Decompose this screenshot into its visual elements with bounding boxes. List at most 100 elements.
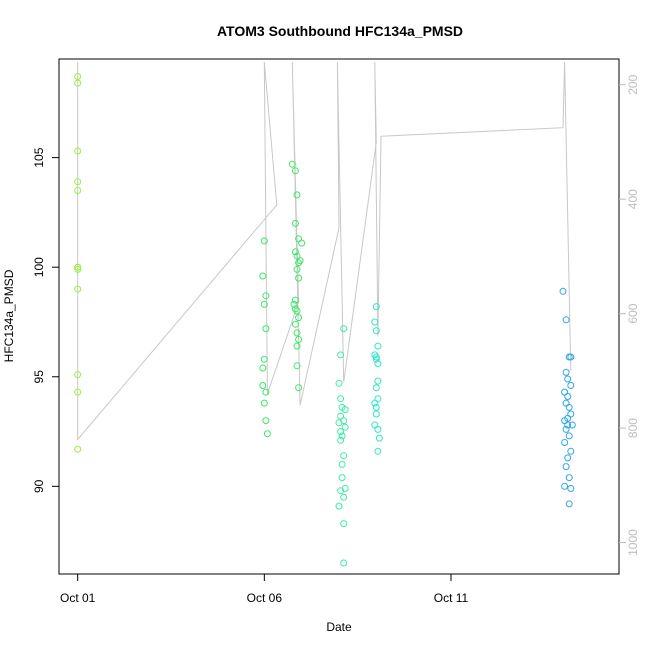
data-point: [375, 434, 383, 442]
x-tick-label: Oct 01: [60, 591, 96, 605]
data-point: [559, 287, 567, 295]
data-point: [371, 318, 379, 326]
data-point: [562, 316, 570, 324]
data-point: [340, 520, 348, 528]
x-axis: Oct 01 Oct 06 Oct 11: [60, 573, 469, 605]
altitude-trace-line: [77, 61, 572, 441]
y-axis-label: HFC134a_PMSD: [2, 269, 16, 362]
data-point: [260, 399, 268, 407]
data-point: [74, 79, 82, 87]
data-point: [567, 353, 575, 361]
data-point: [293, 265, 301, 273]
data-point: [374, 447, 382, 455]
data-point: [262, 292, 270, 300]
data-point: [260, 355, 268, 363]
data-point: [372, 303, 380, 311]
data-point: [260, 300, 268, 308]
data-point: [374, 377, 382, 385]
data-point: [340, 325, 348, 333]
data-point: [564, 421, 572, 429]
data-point: [291, 320, 299, 328]
data-point: [338, 474, 346, 482]
data-point: [340, 493, 348, 501]
data-point: [341, 423, 349, 431]
points-layer: [74, 73, 576, 567]
data-point: [564, 375, 572, 383]
data-point: [291, 296, 299, 304]
y-tick-label: 95: [32, 370, 46, 384]
data-point: [337, 351, 345, 359]
data-point: [340, 417, 348, 425]
data-point: [293, 307, 301, 315]
data-point: [74, 73, 82, 80]
data-point: [372, 384, 380, 392]
data-point: [262, 388, 270, 396]
y2-tick-label: 200: [626, 74, 640, 94]
data-point: [561, 439, 569, 446]
data-point: [564, 393, 572, 400]
y2-tick-label: 800: [626, 418, 640, 438]
data-point: [340, 452, 348, 460]
y-tick-label: 90: [32, 479, 46, 493]
y2-tick-label: 600: [626, 303, 640, 323]
y-tick-label: 105: [32, 147, 46, 167]
data-point: [564, 454, 572, 462]
x-axis-label: Date: [326, 620, 352, 634]
data-point: [74, 265, 82, 273]
y-axis: 90 95 100 105: [32, 147, 59, 493]
data-point: [288, 160, 296, 168]
data-point: [291, 248, 299, 256]
data-point: [567, 447, 575, 455]
data-point: [74, 388, 82, 396]
y2-axis: 200 400 600 800 1000: [619, 74, 640, 556]
chart-title: ATOM3 Southbound HFC134a_PMSD: [217, 23, 463, 39]
data-point: [260, 237, 268, 245]
data-point: [74, 178, 82, 186]
data-point: [293, 342, 301, 350]
data-point: [291, 305, 299, 313]
data-point: [372, 353, 380, 361]
data-point: [337, 428, 345, 436]
data-point: [296, 257, 304, 265]
data-point: [372, 410, 380, 418]
data-point: [564, 414, 572, 422]
data-point: [259, 272, 267, 280]
y2-tick-label: 400: [626, 189, 640, 209]
data-point: [291, 219, 299, 227]
data-point: [335, 379, 343, 387]
data-point: [565, 432, 573, 440]
data-point: [74, 371, 82, 379]
data-point: [568, 421, 576, 429]
data-point: [337, 395, 345, 403]
data-point: [74, 445, 82, 453]
data-point: [371, 351, 379, 359]
data-point: [262, 417, 270, 425]
data-point: [374, 425, 382, 433]
data-point: [74, 263, 82, 271]
data-point: [371, 399, 379, 407]
data-point: [262, 325, 270, 333]
data-point: [337, 436, 345, 444]
data-point: [565, 403, 573, 411]
data-point: [74, 285, 82, 293]
data-point: [298, 239, 306, 247]
altitude-trace-layer: [77, 61, 572, 441]
y-tick-label: 100: [32, 257, 46, 277]
y2-tick-label: 1000: [626, 529, 640, 556]
data-point: [295, 314, 303, 322]
x-tick-label: Oct 11: [434, 591, 469, 605]
data-point: [562, 368, 570, 376]
data-point: [259, 382, 267, 389]
data-point: [74, 187, 82, 194]
data-point: [293, 329, 301, 337]
data-point: [565, 474, 573, 482]
data-point: [338, 432, 346, 440]
data-point: [74, 147, 82, 155]
data-point: [259, 364, 267, 372]
data-point: [567, 382, 575, 389]
data-point: [291, 167, 299, 175]
data-point: [295, 336, 303, 343]
data-point: [561, 482, 569, 490]
